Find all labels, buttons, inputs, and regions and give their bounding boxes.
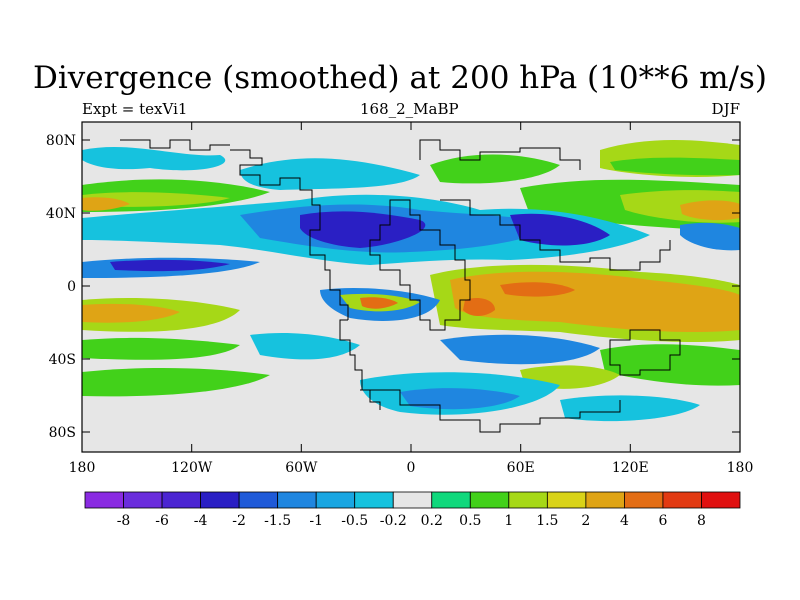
contour-region — [82, 303, 180, 323]
colorbar-label: 1 — [504, 513, 513, 529]
map-plot-area — [82, 122, 740, 452]
y-tick-label: 40N — [46, 206, 76, 222]
x-tick-label: 120W — [171, 460, 213, 476]
colorbar-label: -0.2 — [380, 513, 407, 529]
colorbar-label: 8 — [697, 513, 706, 529]
colorbar: -8 -6 -4 -2 -1.5 -1 -0.5 -0.2 0.2 0.5 1 1.5 2 4 6 8 — [84, 491, 741, 529]
colorbar-label: -1.5 — [264, 513, 291, 529]
colorbar-label: 4 — [620, 513, 629, 529]
colorbar-label: -0.5 — [341, 513, 368, 529]
x-tick-label: 0 — [407, 460, 416, 476]
colorbar-label: 0.5 — [459, 513, 481, 529]
x-tick-label: 180 — [727, 460, 754, 476]
contour-region — [400, 388, 520, 410]
colorbar-swatch — [624, 491, 664, 509]
y-tick-label: 80N — [46, 133, 76, 149]
x-tick-label: 60W — [285, 460, 318, 476]
x-tick-label: 180 — [69, 460, 96, 476]
contour-region — [250, 333, 360, 360]
colorbar-swatch — [431, 491, 471, 509]
x-tick-label: 60E — [507, 460, 535, 476]
experiment-label: Expt = texVi1 — [82, 100, 188, 118]
map-title: Divergence (smoothed) at 200 hPa (10**6 … — [33, 60, 767, 96]
y-axis-ticks — [82, 139, 740, 433]
contour-region — [463, 298, 495, 316]
y-tick-label: 40S — [49, 352, 76, 368]
contour-region — [82, 368, 270, 397]
coastline-africa — [369, 199, 471, 331]
colorbar-label: 2 — [581, 513, 590, 529]
colorbar-swatch — [662, 491, 702, 509]
coastline-arctic-west — [120, 139, 230, 151]
y-tick-label: 0 — [67, 279, 76, 295]
coastline-antarctica — [360, 389, 621, 433]
colorbar-swatch — [200, 491, 240, 509]
contour-region — [300, 211, 426, 248]
x-axis-ticks — [81, 122, 741, 452]
coastlines — [120, 139, 681, 433]
x-tick-label: 120E — [612, 460, 649, 476]
colorbar-swatch — [315, 491, 356, 509]
season-label: DJF — [711, 100, 740, 118]
colorbar-swatch — [238, 491, 279, 509]
colorbar-label: -4 — [194, 513, 208, 529]
coastline-arctic-east — [419, 139, 581, 170]
colorbar-swatch — [161, 491, 201, 509]
contour-region — [82, 197, 130, 211]
coastline-australia — [609, 329, 681, 376]
contour-region — [560, 395, 700, 422]
colorbar-swatch — [123, 491, 163, 509]
period-label: 168_2_MaBP — [360, 100, 459, 118]
contour-region — [680, 200, 740, 221]
colorbar-label: -2 — [232, 513, 246, 529]
coastline-americas — [230, 149, 349, 320]
colorbar-label: 1.5 — [536, 513, 558, 529]
contour-region — [82, 146, 226, 171]
colorbar-swatch — [585, 491, 625, 509]
colorbar-swatch — [546, 491, 587, 509]
contour-region — [110, 259, 230, 272]
contour-region — [610, 157, 740, 176]
contour-region — [240, 158, 420, 190]
colorbar-swatch — [354, 491, 394, 509]
coastline-asia — [440, 199, 671, 271]
colorbar-swatch — [508, 491, 548, 509]
contour-region — [82, 337, 240, 360]
colorbar-label: 0.2 — [421, 513, 443, 529]
colorbar-label: -1 — [309, 513, 323, 529]
contour-region — [500, 282, 575, 297]
colorbar-label: -8 — [117, 513, 131, 529]
colorbar-swatch — [701, 491, 741, 509]
coastline-south-america — [339, 319, 381, 410]
colorbar-swatch — [277, 491, 317, 509]
colorbar-swatch — [469, 491, 510, 509]
contour-region — [440, 334, 600, 365]
contour-region — [510, 213, 610, 246]
colorbar-label: 6 — [658, 513, 667, 529]
colorbar-swatch — [84, 491, 124, 509]
colorbar-label: -6 — [155, 513, 169, 529]
y-tick-label: 80S — [49, 425, 76, 441]
contour-region — [430, 154, 560, 184]
contour-region — [360, 297, 398, 309]
contour-region — [680, 222, 740, 251]
colorbar-swatch — [392, 491, 433, 509]
